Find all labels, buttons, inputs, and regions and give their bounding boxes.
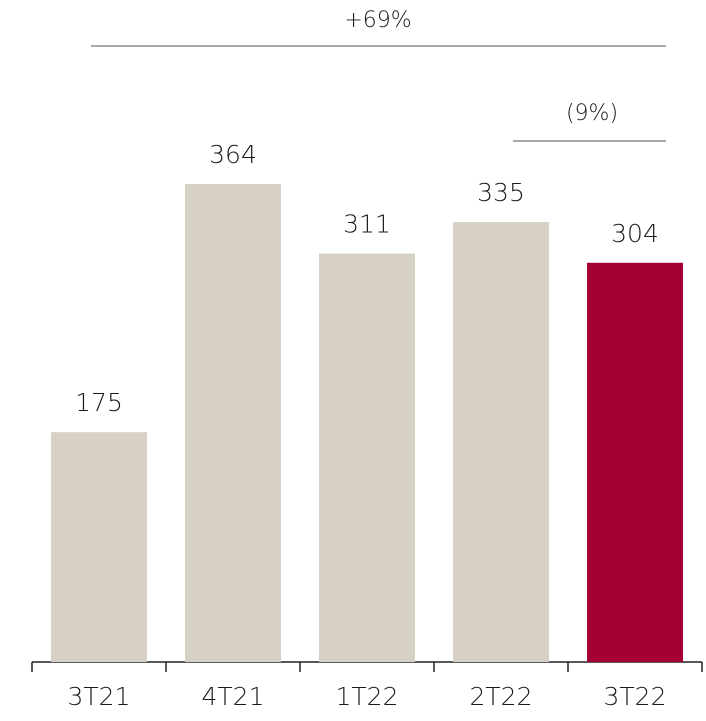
bar — [51, 432, 147, 662]
bar — [587, 262, 683, 662]
value-label: 335 — [477, 178, 525, 207]
x-tick-label: 1T22 — [336, 682, 399, 711]
bar — [319, 253, 415, 662]
x-tick-label: 3T22 — [604, 682, 667, 711]
annotation: +69% — [344, 8, 411, 33]
annotation: (9%) — [566, 101, 618, 126]
x-tick-label: 3T21 — [68, 682, 131, 711]
value-label: 175 — [75, 388, 123, 417]
value-label: 364 — [209, 140, 257, 169]
value-label: 311 — [343, 210, 391, 239]
value-label: 304 — [611, 219, 659, 248]
bar — [453, 222, 549, 663]
bar — [185, 184, 281, 662]
x-tick-label: 2T22 — [470, 682, 533, 711]
x-tick-label: 4T21 — [202, 682, 265, 711]
